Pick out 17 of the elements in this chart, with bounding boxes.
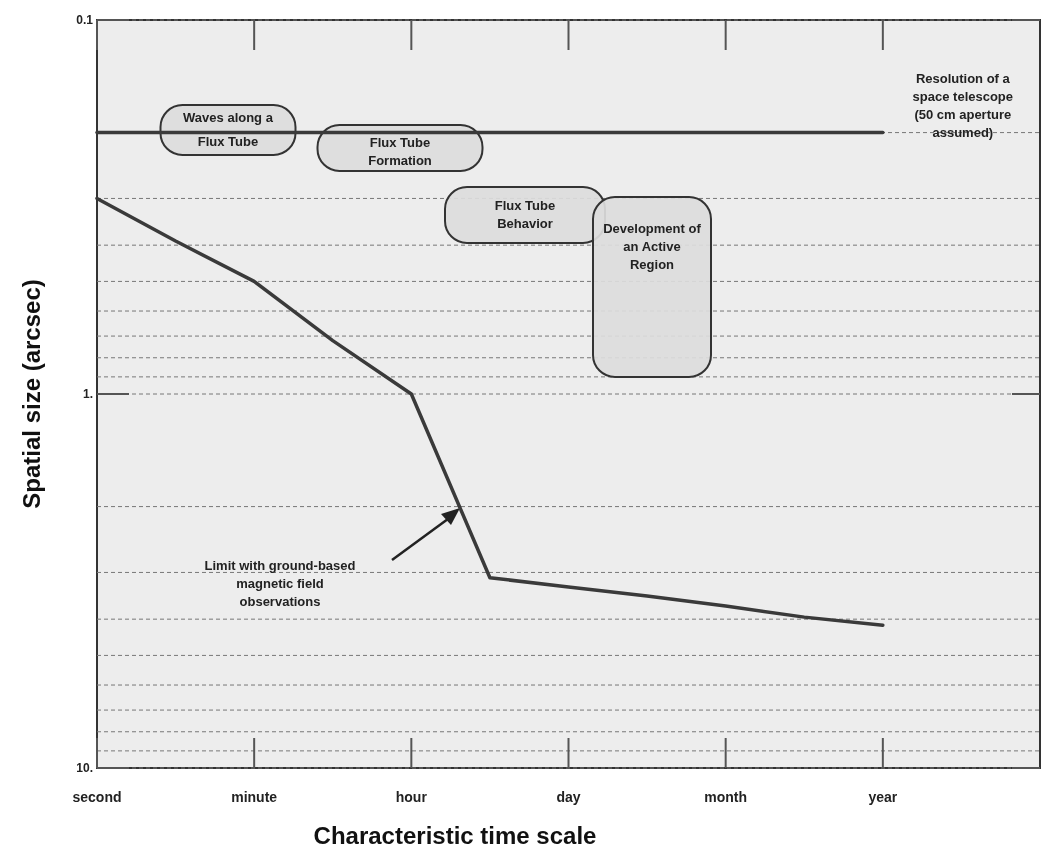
x-tick-label: day — [556, 789, 581, 805]
x-tick-label: hour — [395, 789, 428, 805]
y-tick-label: 10. — [76, 761, 93, 775]
x-tick-label: minute — [231, 789, 278, 805]
annotation: Flux Tube Formation — [368, 135, 432, 168]
annotation: Waves along a Flux Tube — [183, 110, 274, 149]
y-tick-label: 1. — [82, 387, 93, 401]
x-tick-label: second — [72, 789, 122, 805]
annotation: Flux Tube Behavior — [494, 198, 556, 231]
y-axis-title: Spatial size (arcsec) — [18, 279, 45, 509]
annotation: Limit with ground-based magnetic field observations — [204, 558, 356, 609]
text: Resolution of a space telescope (50 cm aperture assumed) — [912, 70, 1014, 140]
x-axis-title: Characteristic time scale — [313, 822, 597, 849]
x-tick-label: month — [704, 789, 748, 805]
annotation: Development of an Active Region — [603, 221, 702, 272]
x-tick-label: year — [868, 789, 898, 805]
y-tick-label: 0.1 — [76, 13, 94, 27]
